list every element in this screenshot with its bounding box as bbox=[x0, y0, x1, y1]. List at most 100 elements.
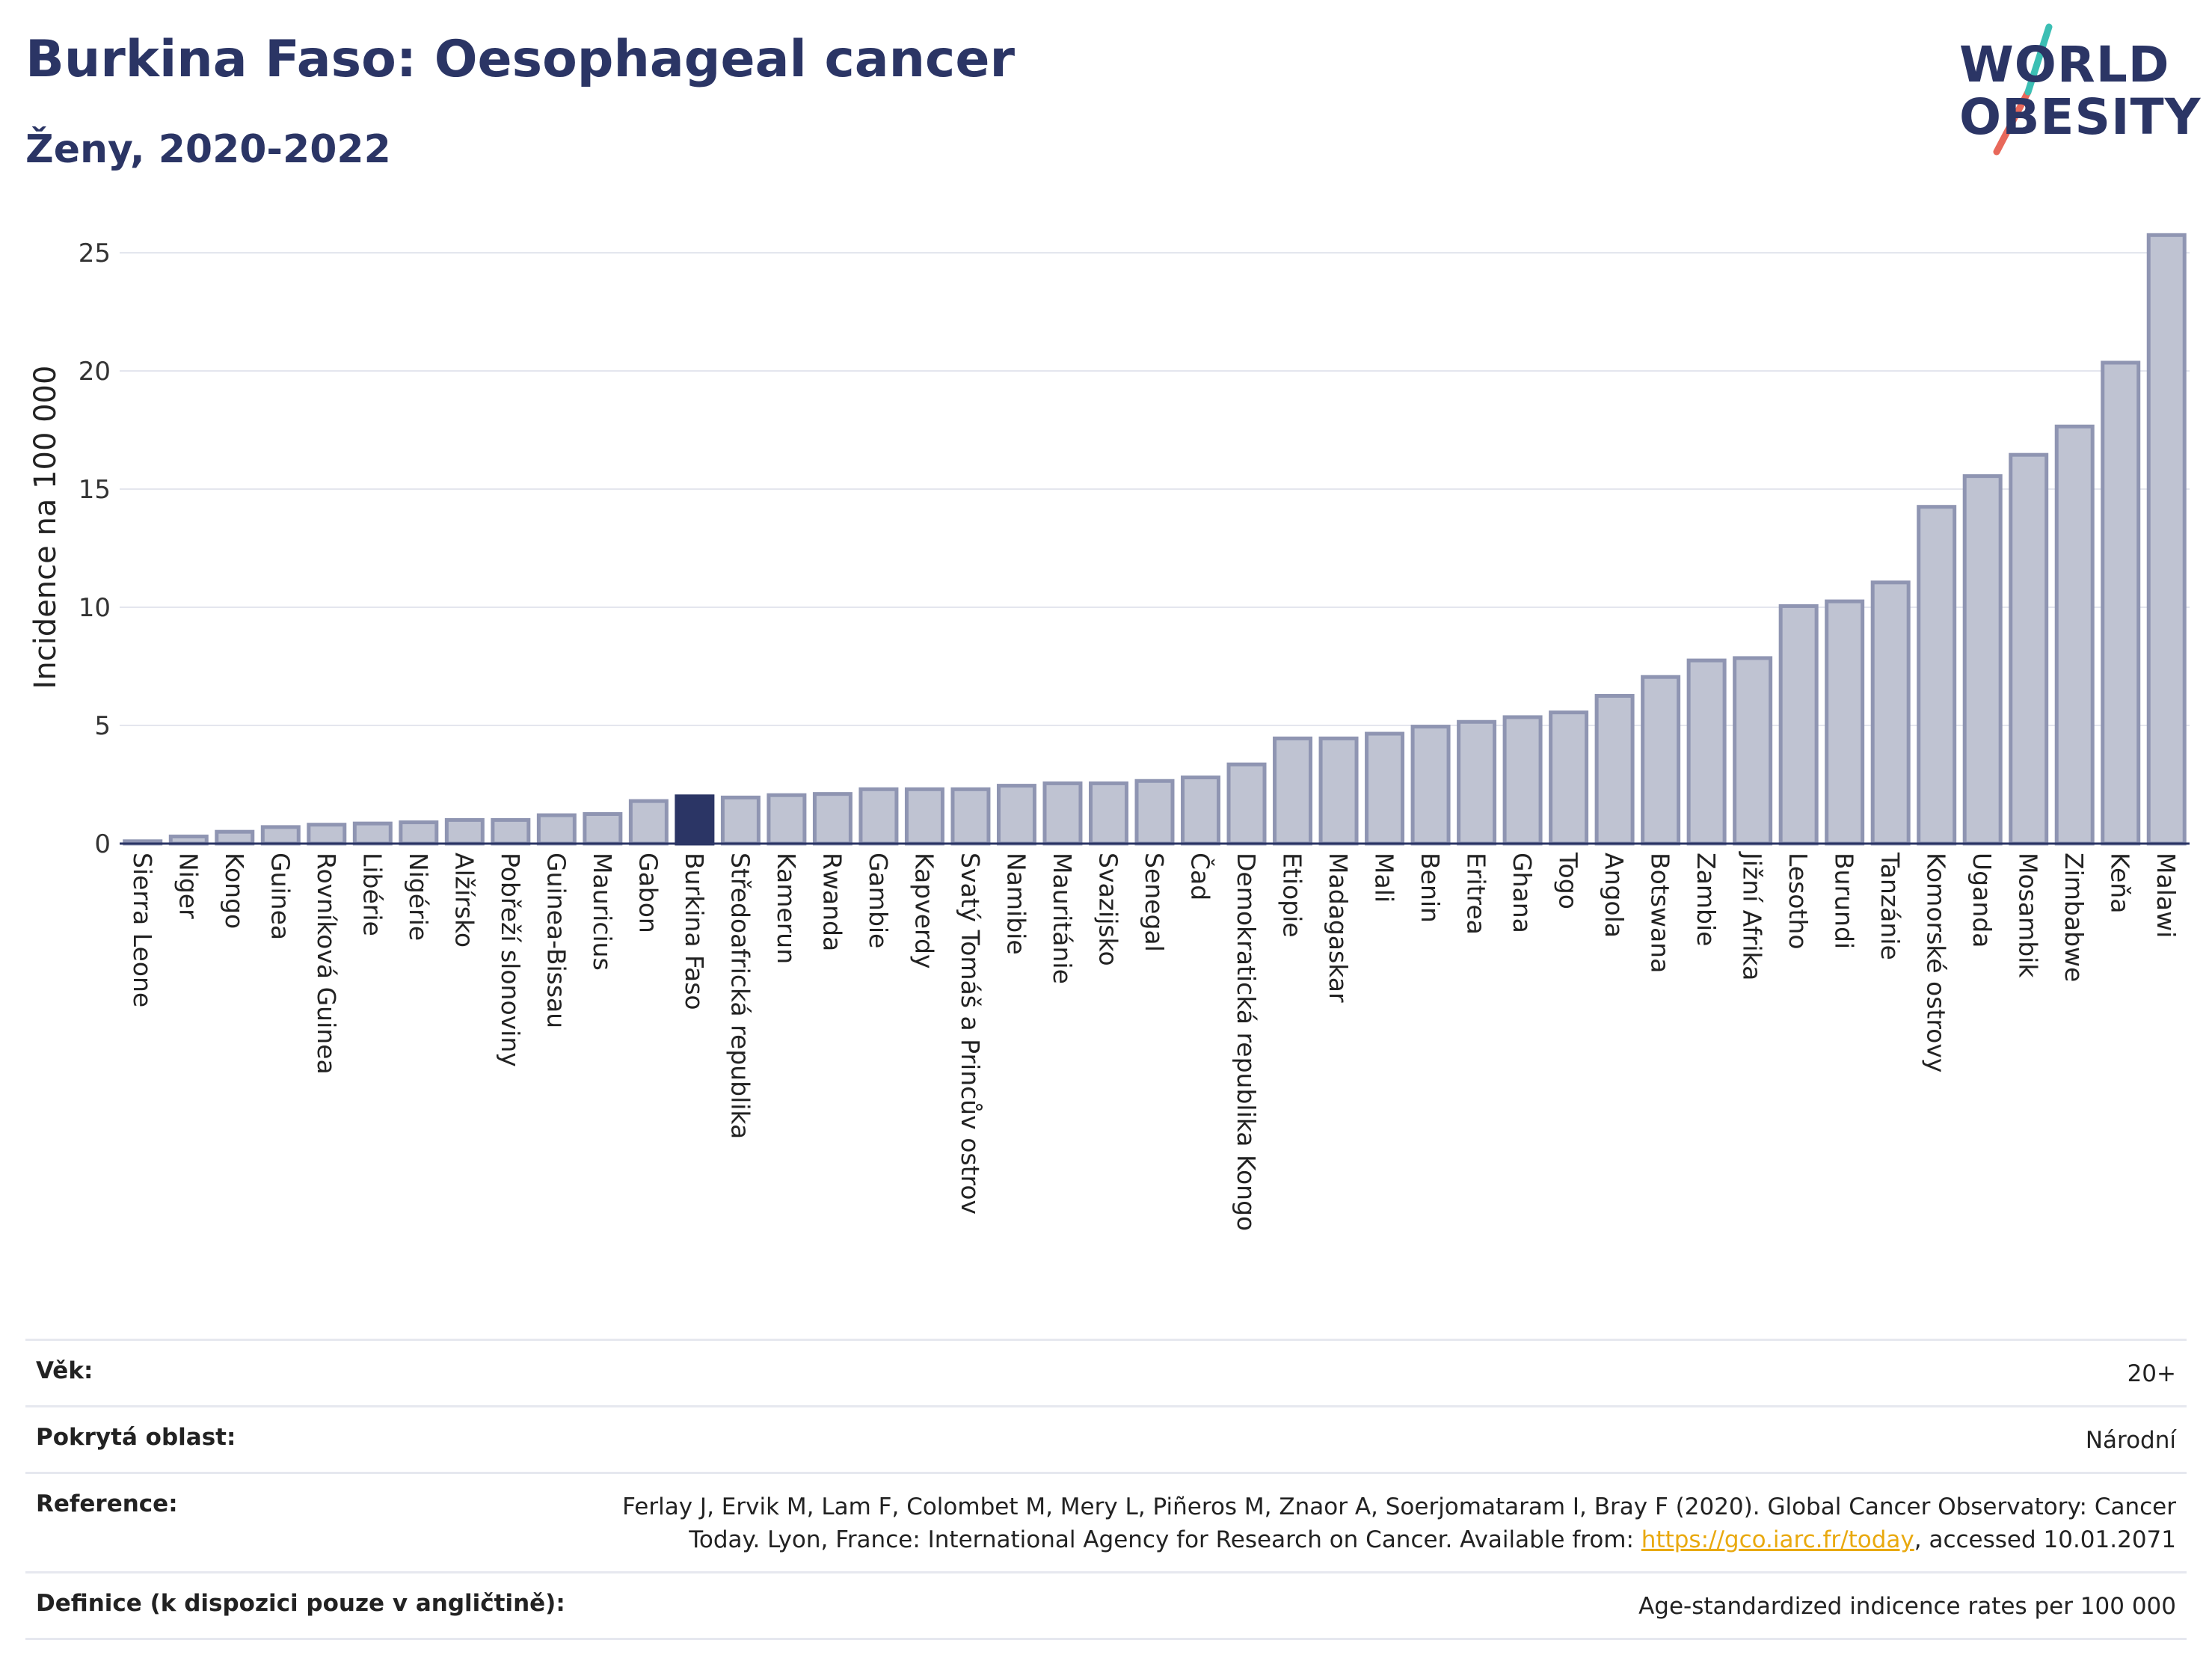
x-tick-label: Niger bbox=[173, 853, 203, 919]
info-key: Reference: bbox=[36, 1490, 178, 1517]
bar bbox=[2101, 360, 2141, 846]
bar bbox=[1273, 736, 1313, 846]
x-tick-label: Mali bbox=[1370, 853, 1399, 903]
x-tick-label: Senegal bbox=[1140, 853, 1169, 952]
bar bbox=[2009, 452, 2049, 846]
page-subtitle: Ženy, 2020-2022 bbox=[25, 127, 391, 172]
info-row-area: Pokrytá oblast: Národní bbox=[25, 1405, 2187, 1472]
x-tick-label: Kongo bbox=[220, 853, 249, 929]
x-tick-label: Sierra Leone bbox=[128, 853, 157, 1007]
info-value: Ferlay J, Ervik M, Lam F, Colombet M, Me… bbox=[622, 1490, 2176, 1556]
axes: 0 5 10 15 20 25 Sierra Leone Niger Kongo Guinea Ro… bbox=[79, 239, 2190, 1231]
logo-slash-icon bbox=[1993, 23, 2053, 156]
x-tick-label: Středoafrická republika bbox=[725, 853, 755, 1139]
bar bbox=[399, 820, 439, 846]
bar bbox=[904, 787, 944, 846]
bar bbox=[2146, 233, 2187, 846]
x-tick-label: Zambie bbox=[1692, 853, 1721, 946]
bar bbox=[1825, 599, 1865, 846]
bar bbox=[766, 793, 807, 846]
logo-line1: WORLD bbox=[1959, 36, 2170, 93]
x-tick-label: Burundi bbox=[1830, 853, 1859, 949]
page-title: Burkina Faso: Oesophageal cancer bbox=[25, 30, 1016, 89]
bar bbox=[1181, 776, 1221, 846]
x-tick-label: Jižní Afrika bbox=[1738, 851, 1767, 980]
x-tick-label: Pobřeží slonoviny bbox=[496, 853, 525, 1067]
x-tick-label: Tanzánie bbox=[1875, 852, 1905, 960]
bar-highlighted bbox=[675, 794, 715, 846]
bar bbox=[1457, 719, 1497, 846]
bar bbox=[1410, 725, 1451, 846]
world-obesity-logo: WORLD OBESITY bbox=[1944, 21, 2202, 156]
bars bbox=[123, 233, 2187, 846]
x-tick-label: Etiopie bbox=[1278, 853, 1307, 938]
bar bbox=[1686, 658, 1727, 846]
y-tick-label: 10 bbox=[79, 593, 111, 623]
x-tick-label: Kamerun bbox=[772, 853, 801, 964]
info-table: Věk: 20+ Pokrytá oblast: Národní Referen… bbox=[25, 1339, 2187, 1640]
info-row-reference: Reference: Ferlay J, Ervik M, Lam F, Col… bbox=[25, 1472, 2187, 1571]
x-tick-label: Ghana bbox=[1508, 853, 1537, 933]
reference-line1: Ferlay J, Ervik M, Lam F, Colombet M, Me… bbox=[622, 1493, 2176, 1520]
bar bbox=[1870, 580, 1911, 846]
x-tick-label: Rovníková Guinea bbox=[312, 853, 341, 1075]
x-tick-label: Keňa bbox=[2106, 853, 2135, 913]
x-tick-label: Gabon bbox=[633, 853, 663, 933]
info-value: Age-standardized indicence rates per 100… bbox=[1638, 1593, 2176, 1620]
bar bbox=[1641, 675, 1681, 846]
bar bbox=[307, 823, 347, 846]
info-key: Věk: bbox=[36, 1357, 93, 1384]
bar bbox=[628, 799, 669, 846]
bar-chart: 0 5 10 15 20 25 Sierra Leone Niger Kongo Guinea Ro… bbox=[28, 233, 2190, 1231]
x-tick-label: Svatý Tomáš a Princův ostrov bbox=[956, 853, 985, 1215]
x-tick-label: Gambie bbox=[864, 853, 893, 948]
y-tick-label: 15 bbox=[79, 475, 111, 505]
x-tick-label: Čad bbox=[1186, 853, 1216, 900]
x-tick-label: Malawi bbox=[2151, 853, 2181, 938]
y-tick-label: 25 bbox=[79, 239, 111, 268]
x-tick-label: Madagaskar bbox=[1324, 853, 1353, 1003]
bar bbox=[1365, 731, 1405, 846]
x-tick-label: Nigérie bbox=[404, 853, 433, 941]
y-tick-label: 5 bbox=[94, 711, 111, 741]
x-tick-label: Mauritánie bbox=[1048, 853, 1077, 984]
bar bbox=[491, 817, 531, 846]
bar bbox=[2054, 424, 2095, 846]
bar bbox=[1594, 694, 1635, 846]
info-row-age: Věk: 20+ bbox=[25, 1339, 2187, 1405]
x-tick-label: Togo bbox=[1554, 852, 1583, 909]
bar bbox=[720, 795, 761, 846]
x-tick-label: Mauricius bbox=[588, 853, 617, 971]
y-tick-label: 20 bbox=[79, 357, 111, 387]
bar bbox=[996, 784, 1036, 846]
info-value: 20+ bbox=[2127, 1360, 2176, 1387]
x-tick-label: Angola bbox=[1600, 853, 1629, 938]
bar bbox=[444, 817, 485, 846]
info-key: Definice (k dispozici pouze v angličtině… bbox=[36, 1590, 565, 1617]
x-tick-label: Zimbabwe bbox=[2059, 853, 2089, 982]
x-tick-label: Guinea bbox=[265, 853, 295, 940]
bar bbox=[1962, 474, 2003, 846]
x-tick-label: Botswana bbox=[1646, 853, 1675, 973]
reference-link[interactable]: https://gco.iarc.fr/today bbox=[1641, 1526, 1914, 1553]
bar bbox=[1733, 656, 1773, 846]
logo-line2: OBESITY bbox=[1959, 88, 2202, 146]
x-tick-label: Mosambik bbox=[2014, 853, 2043, 978]
bar bbox=[950, 787, 991, 846]
bar bbox=[1088, 781, 1128, 846]
x-tick-label: Demokratická republika Kongo bbox=[1232, 853, 1261, 1231]
y-tick-label: 0 bbox=[94, 829, 111, 859]
x-tick-label: Eritrea bbox=[1462, 853, 1491, 935]
reference-line2-post: , accessed 10.01.2071 bbox=[1914, 1526, 2176, 1553]
info-value: Národní bbox=[2085, 1427, 2176, 1454]
bar bbox=[1502, 715, 1543, 846]
x-tick-label: Komorské ostrovy bbox=[1922, 853, 1951, 1072]
bar bbox=[858, 787, 899, 846]
bar bbox=[536, 813, 577, 846]
bar bbox=[1778, 604, 1819, 846]
bar bbox=[1226, 762, 1267, 846]
x-tick-label: Lesotho bbox=[1784, 853, 1813, 950]
reference-line2-pre: Today. Lyon, France: International Agenc… bbox=[689, 1526, 1641, 1553]
bar bbox=[1134, 779, 1175, 846]
info-key: Pokrytá oblast: bbox=[36, 1424, 236, 1451]
